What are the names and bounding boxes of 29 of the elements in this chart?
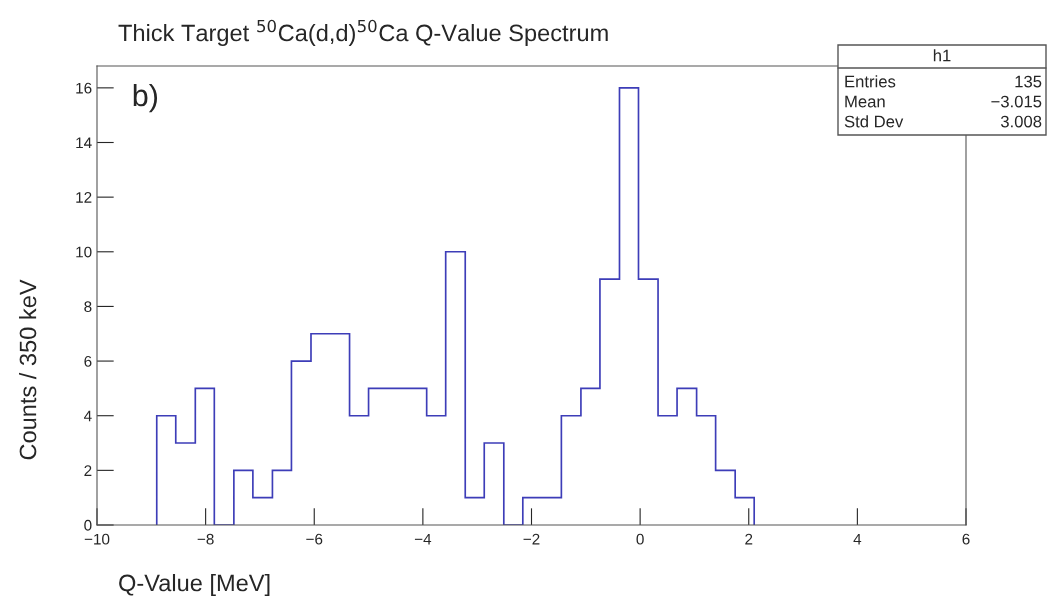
annotation: Entries: [845, 75, 896, 88]
x-tick-label: −6: [306, 533, 323, 545]
x-tick-label: 2: [745, 533, 753, 545]
text: 135: [1015, 75, 1042, 88]
chart-title: Thick Target $^{50}$Ca(d,d)$^{50}$Ca Q-Value Spectrum: [118, 19, 608, 46]
y-tick-label: 2: [84, 465, 92, 476]
x-tick-label: 6: [962, 533, 970, 545]
x-tick-label: −8: [197, 533, 214, 545]
x-tick-label: −4: [414, 533, 432, 545]
x-tick-label: 0: [636, 533, 644, 545]
y-tick-label: 16: [76, 82, 92, 94]
text: 3.008: [1000, 115, 1042, 128]
annotation: Std Dev: [844, 115, 904, 128]
y-tick-label: 14: [76, 137, 92, 149]
y-tick-label: 0: [84, 519, 92, 531]
annotation: Mean: [845, 95, 885, 108]
y-tick-label: 4: [83, 410, 92, 422]
y-tick-label: 10: [76, 246, 92, 258]
y-tick-label: 6: [84, 355, 92, 367]
text: −3.015: [991, 95, 1042, 108]
annotation: b): [133, 83, 158, 113]
y-tick-label: 12: [76, 192, 92, 203]
y-axis-title: Counts / 350 keV: [19, 279, 37, 460]
x-tick-label: −2: [523, 533, 540, 545]
x-tick-label: 4: [853, 533, 862, 545]
text: h1: [933, 49, 951, 62]
x-tick-label: −10: [84, 533, 110, 545]
x-axis-title: Q-Value [MeV]: [119, 573, 270, 597]
y-tick-label: 8: [84, 301, 92, 313]
